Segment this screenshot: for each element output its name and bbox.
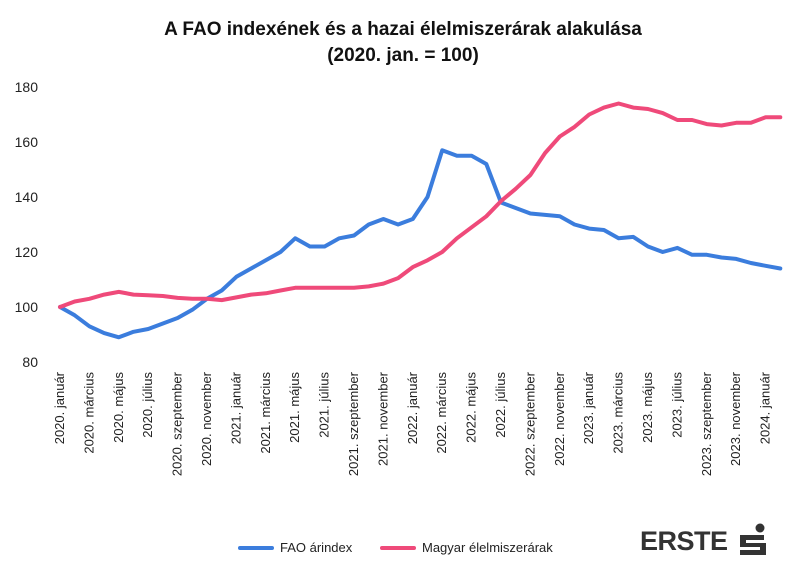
chart-subtitle: (2020. jan. = 100)	[327, 45, 479, 66]
x-tick-label: 2021. szeptember	[346, 371, 361, 476]
line-chart: 80 100 120 140 160 180 2020. január 2020. márci…	[15, 79, 783, 476]
x-tick-label: 2023. szeptember	[699, 371, 714, 476]
x-tick-label: 2020. július	[140, 372, 155, 438]
x-tick-label: 2020. január	[52, 371, 67, 444]
x-tick-label: 2022. március	[434, 372, 449, 454]
legend-item-magyar: Magyar élelmiszerárak	[380, 540, 553, 555]
y-tick-label: 180	[15, 79, 39, 95]
x-tick-label: 2024. január	[758, 371, 773, 444]
x-tick-label: 2022. szeptember	[522, 371, 537, 476]
x-tick-label: 2021. január	[228, 371, 243, 444]
series-line-fao	[58, 148, 783, 340]
x-tick-label: 2021. november	[375, 371, 390, 466]
legend-swatch-fao	[238, 545, 274, 550]
x-tick-label: 2021. július	[317, 372, 332, 438]
legend-label-magyar: Magyar élelmiszerárak	[422, 540, 553, 555]
x-tick-label: 2020. november	[199, 371, 214, 466]
x-tick-label: 2023. november	[728, 371, 743, 466]
x-tick-label: 2021. május	[287, 372, 302, 443]
x-tick-label: 2020. szeptember	[170, 371, 185, 476]
legend-swatch-magyar	[380, 545, 416, 550]
x-tick-label: 2023. március	[611, 372, 626, 454]
legend-label-fao: FAO árindex	[280, 540, 353, 555]
y-tick-label: 100	[15, 299, 39, 315]
y-tick-label: 140	[15, 189, 39, 205]
chart-title: A FAO indexének és a hazai élelmiszerára…	[164, 19, 642, 40]
x-tick-label: 2023. május	[640, 372, 655, 443]
y-tick-label: 120	[15, 244, 39, 260]
x-tick-label: 2021. március	[258, 372, 273, 454]
x-tick-label: 2022. május	[464, 372, 479, 443]
x-tick-label: 2020. május	[111, 372, 126, 443]
y-tick-label: 160	[15, 134, 39, 150]
erste-s-icon	[739, 523, 766, 555]
x-tick-label: 2023. július	[669, 372, 684, 438]
y-tick-label: 80	[22, 354, 38, 370]
erste-logo: ERSTE	[640, 523, 770, 559]
legend-item-fao: FAO árindex	[238, 540, 352, 555]
series-line-magyar	[58, 101, 783, 309]
x-tick-label: 2020. március	[81, 372, 96, 454]
x-tick-label: 2022. július	[493, 372, 508, 438]
x-tick-label: 2022. január	[405, 371, 420, 444]
x-tick-label: 2023. január	[581, 371, 596, 444]
x-tick-label: 2022. november	[552, 371, 567, 466]
